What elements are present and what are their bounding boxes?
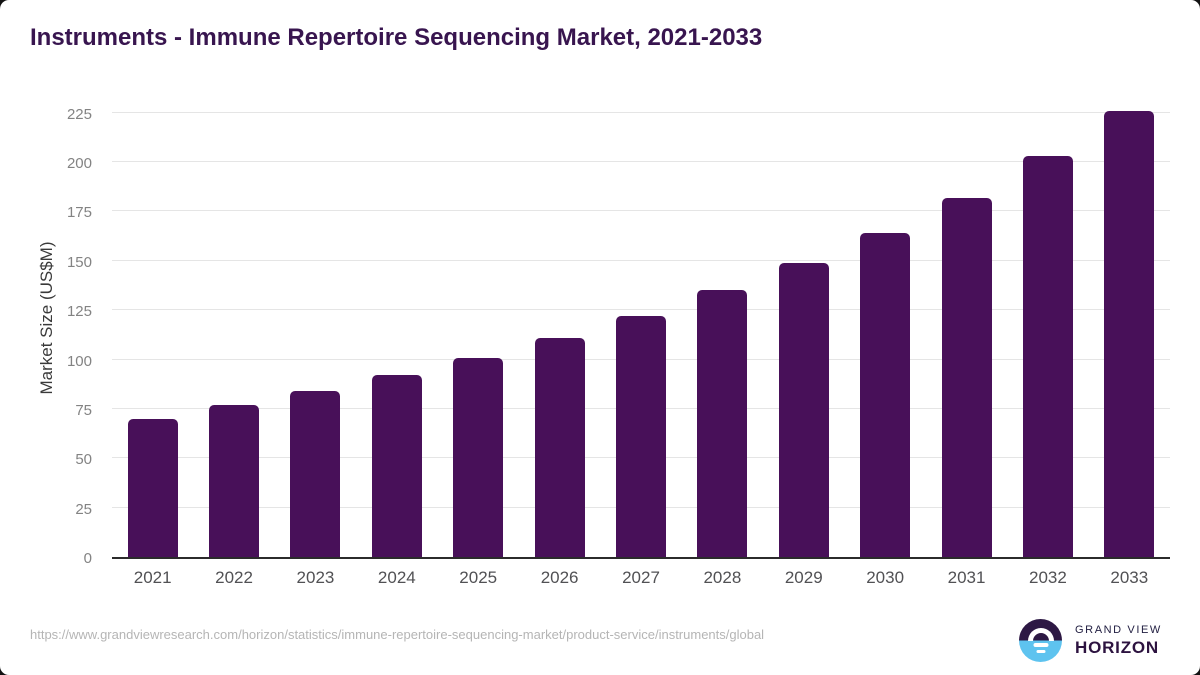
bar-2030[interactable] — [860, 233, 911, 557]
x-tick-label-2031: 2031 — [947, 568, 986, 587]
y-axis-ticks: 0 25 50 75 100 125 150 175 200 225 — [0, 95, 100, 566]
y-tick-label-50: 50 — [75, 451, 92, 469]
x-tick-label-2029: 2029 — [784, 568, 823, 587]
x-tick-label-2030: 2030 — [866, 568, 905, 587]
bar-2029[interactable] — [778, 262, 829, 557]
bar-2028[interactable] — [697, 290, 748, 557]
logo-brand-line: GRAND VIEW — [1075, 623, 1162, 636]
source-url: https://www.grandviewresearch.com/horizo… — [30, 627, 765, 642]
y-tick-label-25: 25 — [75, 500, 92, 518]
x-tick-label-2024: 2024 — [377, 568, 416, 587]
y-tick-label-150: 150 — [66, 253, 92, 271]
x-tick-label-2027: 2027 — [622, 568, 660, 587]
bar-2021[interactable] — [127, 418, 178, 557]
y-tick-label-0: 0 — [83, 550, 92, 567]
x-tick-label-2022: 2022 — [215, 568, 253, 587]
bar-2023[interactable] — [290, 391, 341, 557]
x-tick-label-2032: 2032 — [1029, 568, 1067, 587]
logo-text: GRAND VIEW HORIZON — [1075, 624, 1162, 658]
x-tick-label-2033: 2033 — [1110, 568, 1149, 587]
reflection-bar — [1033, 643, 1048, 647]
bar-2027[interactable] — [616, 316, 666, 557]
gridline-125 — [112, 309, 1170, 311]
y-tick-label-75: 75 — [75, 401, 92, 419]
bar-2032[interactable] — [1022, 156, 1073, 557]
y-tick-label-100: 100 — [66, 352, 92, 370]
gridline-200 — [112, 161, 1170, 163]
bar-2031[interactable] — [941, 197, 992, 557]
bar-2025[interactable] — [453, 357, 504, 557]
x-axis-labels: 2021 2022 2023 2024 2025 2026 2027 2028 2029 2030… — [112, 568, 1170, 592]
bar-2022[interactable] — [209, 404, 260, 557]
bar-2024[interactable] — [371, 375, 422, 557]
y-tick-label-175: 175 — [66, 204, 92, 222]
y-tick-label-125: 125 — [66, 303, 92, 321]
grand-view-horizon-logo: GRAND VIEW HORIZON — [1019, 618, 1169, 663]
gridline-225 — [112, 111, 1170, 113]
x-tick-label-2026: 2026 — [540, 568, 579, 587]
x-tick-label-2025: 2025 — [459, 568, 498, 587]
x-tick-label-2021: 2021 — [133, 568, 172, 587]
logo-product-line: HORIZON — [1075, 637, 1159, 657]
plot-area — [112, 95, 1170, 559]
sun-arch-shape — [1027, 627, 1054, 641]
gridline-175 — [112, 210, 1170, 212]
sunrise-circle-icon — [1019, 619, 1062, 662]
y-tick-label-200: 200 — [66, 155, 92, 173]
x-tick-label-2028: 2028 — [703, 568, 742, 587]
bar-2033[interactable] — [1104, 110, 1155, 557]
gridline-150 — [112, 259, 1170, 261]
y-tick-label-225: 225 — [66, 105, 92, 123]
chart-title: Instruments - Immune Repertoire Sequenci… — [30, 24, 763, 51]
reflection-bar — [1036, 650, 1045, 653]
bar-2026[interactable] — [534, 337, 585, 557]
x-tick-label-2023: 2023 — [296, 568, 335, 587]
